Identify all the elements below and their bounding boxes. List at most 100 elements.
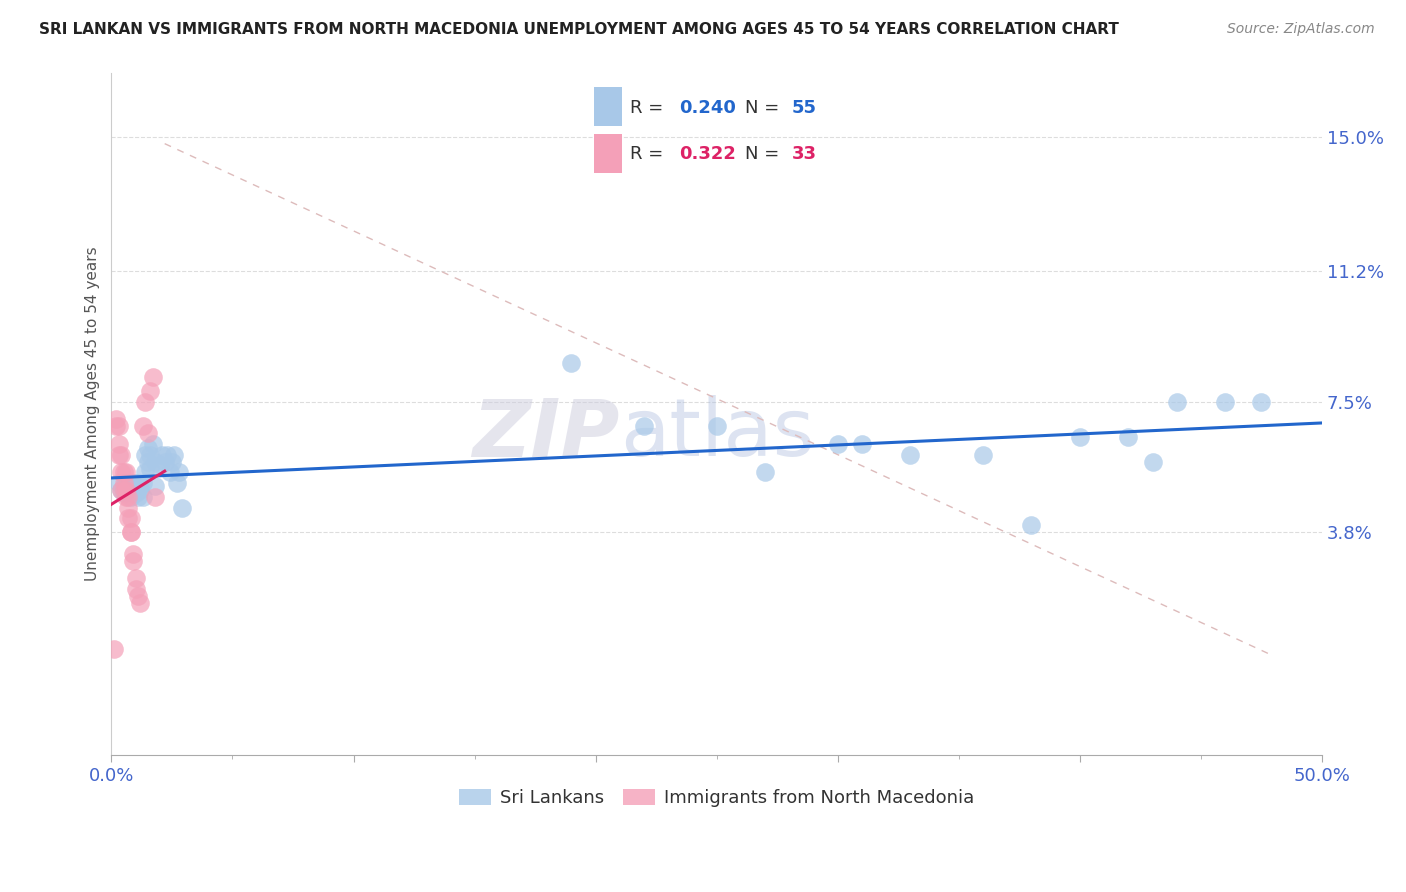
Point xyxy=(129,596,152,610)
Point xyxy=(120,525,142,540)
Text: Source: ZipAtlas.com: Source: ZipAtlas.com xyxy=(1227,22,1375,37)
Point xyxy=(107,419,129,434)
Text: N =: N = xyxy=(745,145,785,163)
Point xyxy=(1021,518,1043,533)
Point xyxy=(139,384,162,398)
Point xyxy=(107,437,129,451)
Point xyxy=(112,483,135,497)
Point xyxy=(110,465,132,479)
Point xyxy=(851,437,873,451)
Point xyxy=(105,412,128,426)
Point xyxy=(115,483,138,497)
Point xyxy=(1213,394,1236,409)
Point xyxy=(633,419,655,434)
Point xyxy=(560,356,582,370)
Text: N =: N = xyxy=(745,99,785,117)
Point xyxy=(170,500,193,515)
Point xyxy=(112,479,135,493)
Point xyxy=(132,475,155,490)
Point xyxy=(149,458,172,472)
Point xyxy=(127,490,149,504)
Point xyxy=(117,486,139,500)
FancyBboxPatch shape xyxy=(595,134,621,173)
Point xyxy=(112,486,135,500)
Point xyxy=(153,455,176,469)
Point xyxy=(142,369,165,384)
Text: ZIP: ZIP xyxy=(472,395,620,474)
Y-axis label: Unemployment Among Ages 45 to 54 years: Unemployment Among Ages 45 to 54 years xyxy=(86,246,100,582)
Text: 0.322: 0.322 xyxy=(679,145,737,163)
Point xyxy=(107,475,129,490)
Legend: Sri Lankans, Immigrants from North Macedonia: Sri Lankans, Immigrants from North Maced… xyxy=(451,781,981,814)
Point xyxy=(134,448,156,462)
Point xyxy=(112,475,135,490)
Point xyxy=(103,641,125,656)
Text: R =: R = xyxy=(630,145,669,163)
Text: R =: R = xyxy=(630,99,669,117)
Point xyxy=(166,475,188,490)
Point xyxy=(129,483,152,497)
Point xyxy=(124,571,146,585)
Point xyxy=(827,437,849,451)
Point xyxy=(117,500,139,515)
Point xyxy=(143,479,166,493)
Point xyxy=(115,465,138,479)
Text: 33: 33 xyxy=(792,145,817,163)
Point xyxy=(150,448,173,462)
Point xyxy=(1166,394,1188,409)
Point xyxy=(134,394,156,409)
Point xyxy=(120,511,142,525)
Point xyxy=(117,490,139,504)
Point xyxy=(160,455,183,469)
Point xyxy=(900,448,922,462)
Point xyxy=(117,511,139,525)
Point xyxy=(167,465,190,479)
Point xyxy=(124,483,146,497)
Point xyxy=(139,461,162,475)
Point xyxy=(136,455,159,469)
Point xyxy=(120,490,142,504)
Point xyxy=(132,419,155,434)
Point xyxy=(132,490,155,504)
Point xyxy=(110,448,132,462)
Text: 55: 55 xyxy=(792,99,817,117)
Point xyxy=(122,547,145,561)
Point xyxy=(754,465,776,479)
Point xyxy=(972,448,994,462)
Point xyxy=(134,465,156,479)
Point xyxy=(706,419,728,434)
Point xyxy=(124,486,146,500)
Point xyxy=(124,475,146,490)
Point xyxy=(136,441,159,455)
Point xyxy=(143,455,166,469)
Point xyxy=(159,465,181,479)
Point xyxy=(1069,430,1091,444)
Point xyxy=(105,419,128,434)
Point xyxy=(122,475,145,490)
Point xyxy=(139,448,162,462)
Point xyxy=(163,448,186,462)
Point xyxy=(117,479,139,493)
Text: atlas: atlas xyxy=(620,395,814,474)
Point xyxy=(136,426,159,441)
Point xyxy=(120,475,142,490)
Point xyxy=(112,465,135,479)
Point xyxy=(156,448,179,462)
Point xyxy=(115,475,138,490)
Point xyxy=(124,582,146,596)
Point xyxy=(110,483,132,497)
Point xyxy=(143,490,166,504)
Point xyxy=(1250,394,1272,409)
Text: 0.240: 0.240 xyxy=(679,99,737,117)
Point xyxy=(1116,430,1139,444)
Point xyxy=(122,553,145,567)
Point xyxy=(127,589,149,603)
Text: SRI LANKAN VS IMMIGRANTS FROM NORTH MACEDONIA UNEMPLOYMENT AMONG AGES 45 TO 54 Y: SRI LANKAN VS IMMIGRANTS FROM NORTH MACE… xyxy=(39,22,1119,37)
Point xyxy=(1142,455,1164,469)
Point xyxy=(110,483,132,497)
Point xyxy=(127,475,149,490)
Point xyxy=(115,490,138,504)
Point xyxy=(107,448,129,462)
FancyBboxPatch shape xyxy=(595,87,621,127)
Point xyxy=(142,437,165,451)
